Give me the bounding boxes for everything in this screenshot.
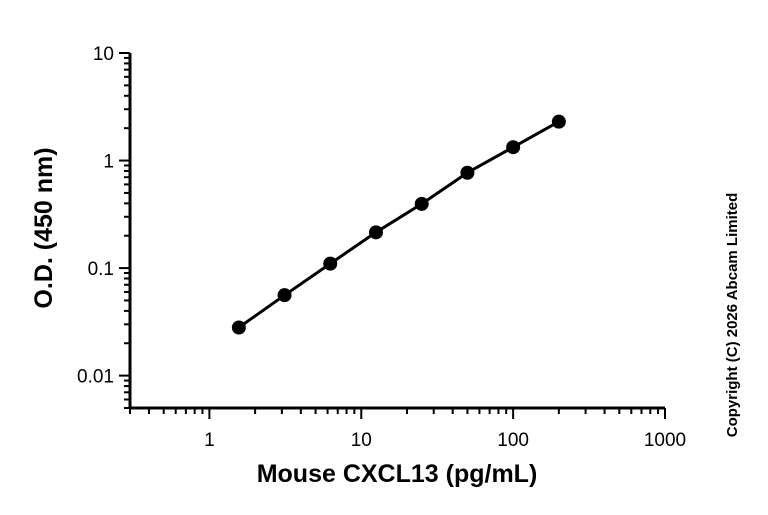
- data-point: [368, 225, 383, 240]
- data-point: [323, 256, 338, 271]
- data-point: [414, 196, 429, 211]
- y-tick-label: 0.1: [88, 259, 114, 280]
- data-point: [460, 165, 475, 180]
- data-points: [231, 114, 566, 335]
- copyright-notice: Copyright (C) 2026 Abcam Limited: [724, 193, 741, 437]
- data-point: [277, 288, 292, 303]
- x-tick-label: 1: [204, 430, 215, 451]
- y-axis-title: O.D. (450 nm): [30, 147, 58, 308]
- y-tick-label: 1: [103, 152, 114, 173]
- fit-line-group: [237, 120, 560, 329]
- axes: 0.01 0.1 1 10 1 10 100 1000: [77, 44, 686, 451]
- x-tick-label: 10: [351, 430, 372, 451]
- x-tick-label: 1000: [644, 430, 686, 451]
- y-tick-label: 0.01: [77, 367, 114, 388]
- data-point: [506, 140, 521, 155]
- y-tick-label: 10: [93, 44, 114, 65]
- x-tick-label: 100: [497, 430, 529, 451]
- data-point: [551, 114, 566, 129]
- fit-line: [237, 120, 560, 329]
- x-axis-title: Mouse CXCL13 (pg/mL): [257, 460, 538, 488]
- data-point: [231, 320, 246, 335]
